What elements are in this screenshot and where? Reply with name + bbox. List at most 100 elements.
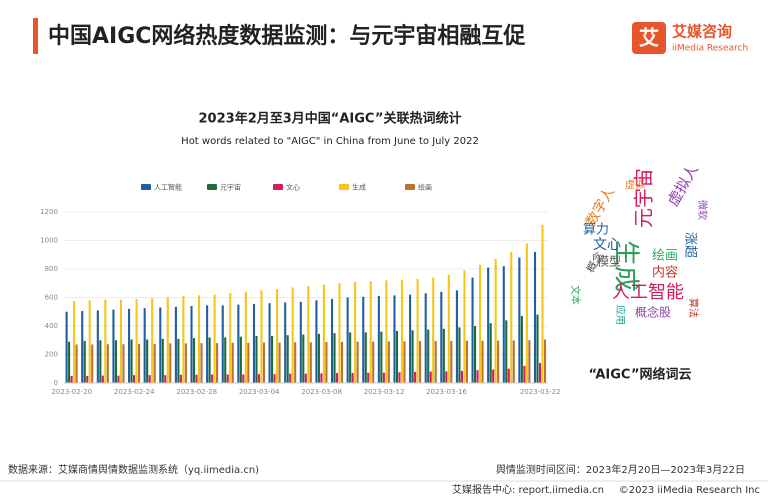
bar <box>489 323 492 383</box>
legend-label: 文心 <box>286 183 300 192</box>
bar <box>184 343 187 383</box>
bar <box>73 301 76 383</box>
bar <box>502 266 505 383</box>
bar <box>252 303 256 383</box>
word-cloud: 生成 元宇宙 人工智能 虚拟人 数字人 算力 文心 模型 绘画 内容 概念股 涨… <box>569 161 709 325</box>
bar <box>195 374 198 383</box>
bar <box>138 343 141 383</box>
bar <box>325 341 328 383</box>
bar <box>166 297 169 383</box>
bar <box>536 314 539 383</box>
y-tick-label: 600 <box>45 294 58 302</box>
bar <box>528 340 531 383</box>
bar <box>380 331 383 383</box>
bar <box>440 291 443 383</box>
bar <box>333 333 336 383</box>
bar <box>143 308 146 383</box>
bar <box>471 277 474 383</box>
word: 概念股 <box>635 305 671 320</box>
word: 应用 <box>614 305 627 325</box>
y-tick-label: 200 <box>45 351 58 359</box>
bar <box>543 339 547 383</box>
legend-label: 生成 <box>352 183 366 192</box>
logo-glyph: 艾 <box>639 26 659 50</box>
bar <box>393 295 396 383</box>
bar <box>104 299 107 383</box>
bar <box>88 300 91 383</box>
bar <box>512 340 515 383</box>
bar <box>340 341 344 383</box>
bar <box>286 335 289 383</box>
bar <box>65 311 68 383</box>
bar <box>260 290 263 383</box>
bar <box>257 374 261 383</box>
bar <box>362 296 365 383</box>
word: 算力 <box>583 223 609 238</box>
bar <box>346 297 349 383</box>
bar <box>211 374 214 383</box>
x-tick-label: 2023-02-20 <box>51 388 92 396</box>
bar <box>403 341 406 383</box>
plot: 0 200 400 600 800 1000 1200 人工智能 元宇宙 文心 生成 绘画 2023-0… <box>40 183 560 397</box>
word: 模型 <box>597 255 621 269</box>
bar <box>239 336 242 383</box>
legend-swatch <box>405 184 415 190</box>
bar <box>161 338 164 383</box>
bar <box>307 286 310 383</box>
legend-swatch <box>141 184 151 190</box>
bar <box>135 298 138 383</box>
bar <box>309 342 312 383</box>
bar <box>81 311 84 383</box>
bar <box>262 342 266 383</box>
bar <box>91 344 94 383</box>
bar <box>455 290 458 383</box>
bar <box>133 375 136 383</box>
bar <box>520 316 523 383</box>
word: 涨超 <box>683 232 698 258</box>
bar <box>130 339 133 383</box>
bar <box>372 341 375 383</box>
bar <box>304 373 307 383</box>
bar <box>75 344 78 383</box>
bar <box>117 375 120 383</box>
bar <box>101 375 104 383</box>
bar <box>128 308 131 383</box>
bar <box>505 320 508 383</box>
bar <box>271 335 274 383</box>
bar <box>119 299 122 383</box>
bar <box>106 344 109 383</box>
y-tick-label: 1000 <box>40 237 58 245</box>
bar <box>447 274 450 383</box>
word: 绘画 <box>652 249 678 264</box>
x-tick-label: 2023-02-24 <box>114 388 155 396</box>
logo-cn: 艾媒咨询 <box>672 23 732 41</box>
bar <box>364 332 367 383</box>
bar <box>478 264 482 383</box>
bar <box>99 340 102 383</box>
x-tick-label: 2023-03-16 <box>426 388 467 396</box>
word: 文心 <box>593 237 621 253</box>
bar <box>237 304 240 383</box>
bar <box>208 337 211 383</box>
bar <box>525 243 528 383</box>
bar <box>354 281 357 383</box>
bar <box>395 330 399 383</box>
bar <box>541 224 544 383</box>
accent-bar <box>33 18 38 54</box>
bar <box>284 302 287 383</box>
bar <box>400 279 404 383</box>
x-tick-label: 2023-02-28 <box>176 388 217 396</box>
bar <box>197 295 201 383</box>
logo-icon <box>632 22 666 54</box>
y-tick-label: 0 <box>54 379 58 387</box>
y-tick-label: 400 <box>45 322 58 330</box>
bar <box>289 373 292 383</box>
bar <box>114 340 117 383</box>
bar <box>322 284 325 383</box>
bar <box>349 332 352 383</box>
bar <box>338 283 341 383</box>
period: 舆情监测时间区间：2023年2月20日—2023年3月22日 <box>496 463 745 476</box>
bar <box>416 278 419 383</box>
y-tick-label: 800 <box>45 265 58 273</box>
